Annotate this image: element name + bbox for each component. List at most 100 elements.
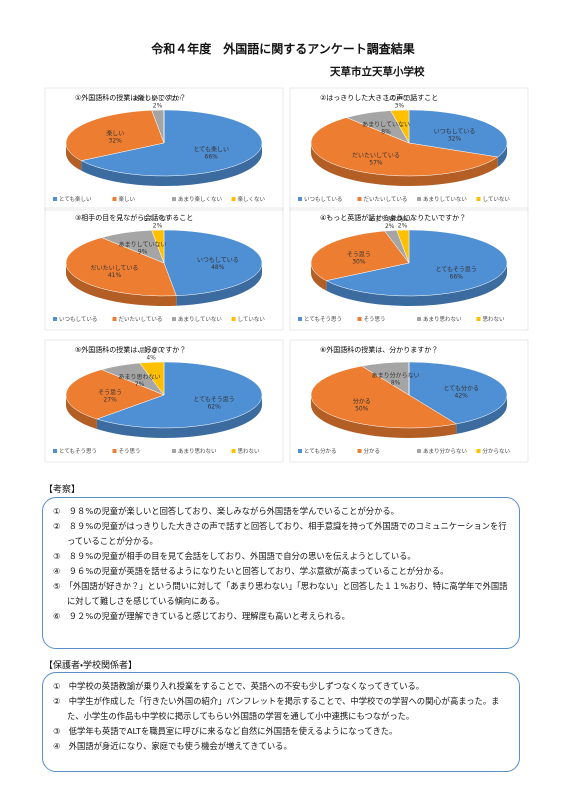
chart-frame: [44, 339, 284, 463]
chart-title: ②はっきりした大きさの声で話すこと: [320, 93, 438, 102]
legend-swatch: [231, 449, 236, 453]
data-label-category: そう思う: [347, 251, 371, 258]
chart-frame: [289, 339, 529, 463]
pie: とてもそう思う 62%そう思う 27%あまり思わない 7%思わない 4%: [65, 348, 263, 439]
legend-label: いつもしている: [59, 316, 97, 323]
slice-side: [96, 395, 263, 439]
chart-frame: [289, 87, 529, 211]
legend-label: 楽しくない: [238, 195, 266, 203]
legend-swatch: [172, 317, 176, 321]
legend-label: とても分かる: [304, 447, 337, 455]
section-item: ④ ９６%の児童が英語を話せるようになりたいと回答しており、学ぶ意欲が高まってい…: [53, 566, 449, 576]
chart-title: ④もっと英語が話せるようになりたいですか？: [320, 213, 466, 222]
data-label-category: あまり楽しくない: [134, 94, 182, 102]
pie-slice: [396, 229, 410, 264]
slice-side: [456, 395, 507, 434]
chart-title: ⑥外国語科の授業は、分かりますか？: [320, 345, 438, 354]
data-label: 楽しい 32%: [106, 129, 124, 144]
legend-swatch: [231, 317, 236, 321]
data-label-value: 62%: [207, 404, 221, 411]
chart-title: ①外国語科の授業は楽しいですか？: [75, 93, 186, 102]
legend-label: いつもしている: [304, 196, 342, 203]
data-label-category: あまりしていない: [119, 241, 167, 248]
slice-side: [311, 263, 327, 291]
data-label: とてもそう思う 66%: [436, 267, 477, 281]
data-label-value: 48%: [211, 264, 225, 271]
pie: いつもしている 32% だいたいしている 57% あまりしていない 8% していない 3%: [310, 96, 508, 187]
legend-label: とてもそう思う: [304, 316, 342, 323]
pie-slice: [65, 110, 165, 161]
data-label-category: とてもそう思う: [436, 267, 477, 274]
pie: いつもしている 48% だいたいしている 41% あまりしていない 9% していない 2%: [65, 215, 263, 307]
legend-label: 分からない: [483, 447, 511, 455]
charts: ①外国語科の授業は楽しいですか？とても楽しい 66%楽しい 32%あまり楽しくない 2…: [44, 87, 529, 463]
data-label-category: 分かる: [353, 398, 371, 406]
data-label: とても分かる 42%: [443, 384, 479, 399]
chart-frame: [44, 207, 284, 331]
data-label-category: 楽しい: [106, 129, 124, 137]
data-label: あまり分からない 8%: [372, 371, 420, 386]
legend-label: だいたいしている: [364, 196, 408, 203]
data-label-value: 42%: [455, 392, 469, 399]
data-label-value: 2%: [385, 223, 395, 230]
data-label-category: だいたいしている: [91, 265, 139, 272]
legend-label: あまり思わない: [423, 316, 462, 323]
legend-label: そう思う: [364, 316, 386, 323]
legend-swatch: [298, 449, 302, 453]
data-label-value: 3%: [395, 103, 405, 110]
data-label-value: 32%: [448, 135, 462, 142]
slice-side: [66, 263, 177, 307]
data-label: だいたいしている 41%: [91, 265, 139, 279]
data-label-value: 2%: [153, 222, 163, 229]
legend-label: 分かる: [364, 447, 381, 455]
chart-frame: [289, 207, 529, 331]
legend-label: 思わない: [238, 448, 261, 455]
legend-label: していない: [483, 196, 511, 203]
section-item: ① ９８%の児童が楽しいと回答しており、楽しみながら外国語を学んでいることが分か…: [53, 506, 399, 516]
chart-title: ⑤外国語科の授業は、好きですか？: [75, 345, 186, 354]
data-label: いつもしている 48%: [197, 257, 239, 271]
legend-label: あまりしていない: [423, 196, 467, 203]
data-label-category: だいたいしている: [352, 152, 400, 159]
data-label-value: 66%: [205, 154, 219, 161]
pie-slice: [325, 229, 508, 297]
slice-side: [311, 395, 457, 438]
data-label-category: 思わない: [139, 348, 163, 355]
pie: とても楽しい 66% 楽しい 32% あまり楽しくない 2%: [65, 94, 263, 186]
data-label-value: 30%: [352, 258, 366, 265]
legend-swatch: [112, 449, 117, 453]
pie-slice: [408, 361, 508, 425]
data-label-value: 2%: [398, 222, 408, 229]
data-label: だいたいしている 57%: [352, 152, 400, 166]
data-label: そう思う 30%: [347, 251, 371, 265]
legend-swatch: [417, 317, 421, 321]
data-label: そう思う 27%: [98, 389, 122, 403]
data-label: 分かる 50%: [353, 398, 371, 413]
data-label-category: とてもそう思う: [193, 397, 234, 404]
legend-swatch: [417, 197, 421, 201]
data-label: 思わない 4%: [139, 348, 163, 362]
slice-side: [81, 143, 263, 186]
section-item: ② ８９%の児童がはっきりした大きさの声で話すと回答しており、相手意識を持って外…: [53, 521, 507, 546]
section-heading: 【考察】: [44, 485, 81, 495]
legend-swatch: [112, 197, 117, 201]
legend-label: あまり分からない: [423, 447, 468, 455]
legend-label: あまり思わない: [178, 448, 217, 455]
legend-label: だいたいしている: [119, 316, 163, 323]
data-label-category: あまりしていない: [362, 122, 410, 129]
data-label-value: 2%: [153, 102, 163, 109]
data-label-category: いつもしている: [197, 257, 239, 264]
school-name: 天草市立天草小学校: [330, 66, 425, 78]
data-label-value: 50%: [355, 406, 369, 413]
pie-slice: [96, 361, 263, 429]
data-label-category: あまり思わない: [119, 374, 161, 381]
pie-slice: [65, 237, 177, 297]
slice-side: [326, 263, 507, 307]
pie-slice: [80, 109, 263, 177]
pie-slice: [390, 109, 410, 144]
data-label-category: していない: [384, 96, 414, 103]
legend-swatch: [298, 197, 302, 201]
section-item: ① 中学校の英語教諭が乗り入れ授業をすることで、英語への不安も少しずつなくなって…: [53, 681, 425, 691]
pie-slice: [151, 229, 165, 264]
